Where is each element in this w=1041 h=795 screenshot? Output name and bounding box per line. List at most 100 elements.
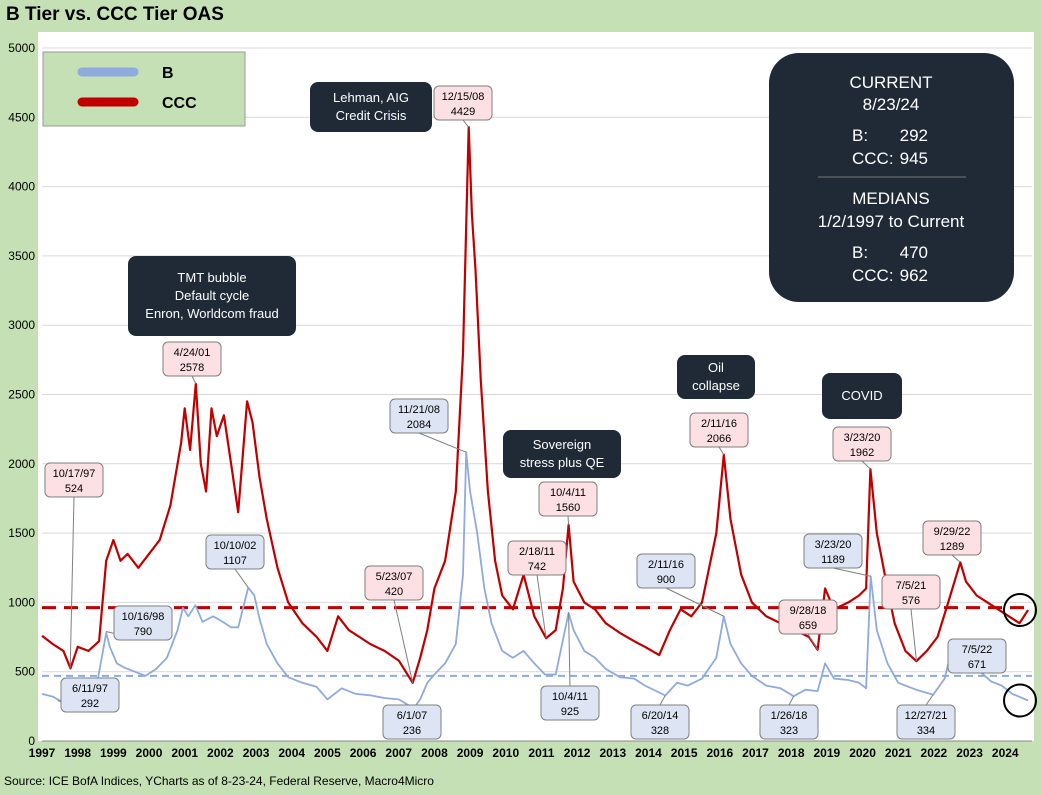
callout-box: [759, 704, 819, 740]
callout-value: 236: [403, 725, 421, 737]
callout-value: 2578: [180, 362, 204, 374]
callout-leader: [659, 695, 666, 706]
x-tick-label: 2004: [278, 746, 305, 760]
current-ccc-value: 945: [900, 149, 928, 168]
x-tick-label: 2015: [671, 746, 698, 760]
callout-leader: [462, 119, 470, 128]
y-tick-label: 3500: [8, 249, 35, 263]
callout-date: 1/26/18: [771, 710, 808, 722]
x-tick-label: 2008: [421, 746, 448, 760]
x-tick-label: 2011: [528, 746, 554, 760]
event-annotation-text: COVID: [841, 388, 882, 403]
callout-leader: [718, 446, 725, 455]
callout-box: [433, 85, 493, 121]
event-annotation-box: [128, 256, 296, 336]
event-annotation-text: collapse: [692, 378, 740, 393]
x-tick-label: 2010: [492, 746, 519, 760]
callout-value: 420: [385, 586, 403, 598]
current-b-value: 292: [900, 126, 928, 145]
callout-leader: [910, 608, 917, 662]
event-annotation-box: [310, 82, 432, 132]
x-tick-label: 2001: [171, 746, 198, 760]
legend-label-ccc: CCC: [162, 95, 197, 112]
callout-value: 1189: [821, 554, 845, 566]
callout-value: 2066: [707, 433, 731, 445]
median-lines: [42, 606, 1032, 677]
y-tick-label: 0: [28, 734, 35, 748]
callout-leader: [951, 554, 961, 563]
callout-date: 5/23/07: [376, 571, 413, 583]
x-tick-label: 2009: [457, 746, 484, 760]
current-value-circles: [1003, 593, 1037, 718]
event-annotation-box: [677, 355, 755, 399]
callout-value: 1560: [556, 502, 580, 514]
callout-box: [507, 540, 567, 576]
callout-leader: [191, 375, 197, 384]
callout-date: 3/23/20: [815, 539, 852, 551]
callout-date: 11/21/08: [398, 404, 440, 416]
callout-date: 10/17/97: [53, 468, 96, 480]
callout-value: 323: [780, 725, 798, 737]
callout-box: [881, 574, 941, 610]
callout-value: 292: [81, 698, 99, 710]
callout-value: 2084: [407, 419, 431, 431]
callout-leader: [393, 599, 414, 683]
medians-heading: MEDIANS: [852, 189, 929, 208]
x-axis-tick-labels: 1997 1998 1999 2000 2001 2002 2003 2004 2005 2006…: [29, 746, 1019, 760]
current-value-circle-b: [1003, 683, 1037, 718]
x-tick-label: 2018: [778, 746, 805, 760]
chart-title: B Tier vs. CCC Tier OAS: [6, 4, 224, 25]
callout-value: 790: [134, 626, 152, 638]
callout-value: 659: [799, 620, 817, 632]
callout-date: 10/16/98: [122, 611, 165, 623]
x-tick-label: 2019: [814, 746, 841, 760]
callout-box: [540, 685, 600, 721]
callout-box: [832, 426, 892, 462]
x-tick-label: 2023: [956, 746, 983, 760]
callout-leader: [418, 432, 467, 453]
callout-box: [689, 412, 749, 448]
callout-value: 1289: [940, 541, 964, 553]
callout-date: 10/10/02: [214, 540, 257, 552]
callout-date: 10/4/11: [550, 487, 586, 499]
event-annotation-text: Credit Crisis: [336, 108, 407, 123]
event-annotation-text: Lehman, AIG: [333, 90, 409, 105]
callout-box: [205, 534, 265, 570]
event-annotation-text: Default cycle: [175, 288, 249, 303]
callout-leader: [568, 612, 571, 687]
callout-date: 2/11/16: [648, 559, 684, 571]
callout-date: 6/11/97: [72, 683, 108, 695]
event-annotation-text: Sovereign: [533, 437, 592, 452]
callout-date: 10/4/11: [552, 691, 588, 703]
callout-box: [947, 638, 1007, 674]
event-annotations: Lehman, AIG Credit Crisis TMT bubble Defaul…: [128, 82, 902, 478]
x-tick-label: 2020: [849, 746, 876, 760]
callout-box: [636, 553, 696, 589]
callout-leader: [69, 496, 75, 669]
callout-box: [896, 704, 956, 740]
x-tick-label: 2014: [635, 746, 662, 760]
y-tick-label: 3000: [8, 318, 35, 332]
callout-leader: [536, 574, 547, 639]
x-tick-label: 2022: [921, 746, 948, 760]
x-tick-label: 2000: [136, 746, 163, 760]
y-tick-label: 1500: [8, 526, 35, 540]
callout-leader: [832, 567, 871, 577]
callout-leader: [567, 515, 570, 525]
current-b-label: B:: [852, 126, 868, 145]
event-annotation-box: [822, 373, 902, 419]
source-note: Source: ICE BofA Indices, YCharts as of …: [4, 774, 434, 788]
callout-value: 334: [917, 725, 935, 737]
callout-box: [803, 533, 863, 569]
y-axis-tick-labels: 0 500 1000 1500 2000 2500 3000 3500 4000 4500 5000: [8, 41, 35, 748]
callout-date: 2/18/11: [519, 546, 555, 558]
y-tick-label: 2500: [8, 388, 35, 402]
callout-labels: 10/17/97 524 6/11/97 292 10/16/98 790 4/24/01 2…: [44, 85, 1007, 740]
y-tick-label: 4000: [8, 180, 35, 194]
event-annotation-text: Oil: [708, 360, 724, 375]
x-tick-label: 2005: [314, 746, 341, 760]
event-annotation-box: [503, 430, 621, 478]
series-line-ccc: [41, 126, 1030, 684]
callout-box: [389, 398, 449, 434]
